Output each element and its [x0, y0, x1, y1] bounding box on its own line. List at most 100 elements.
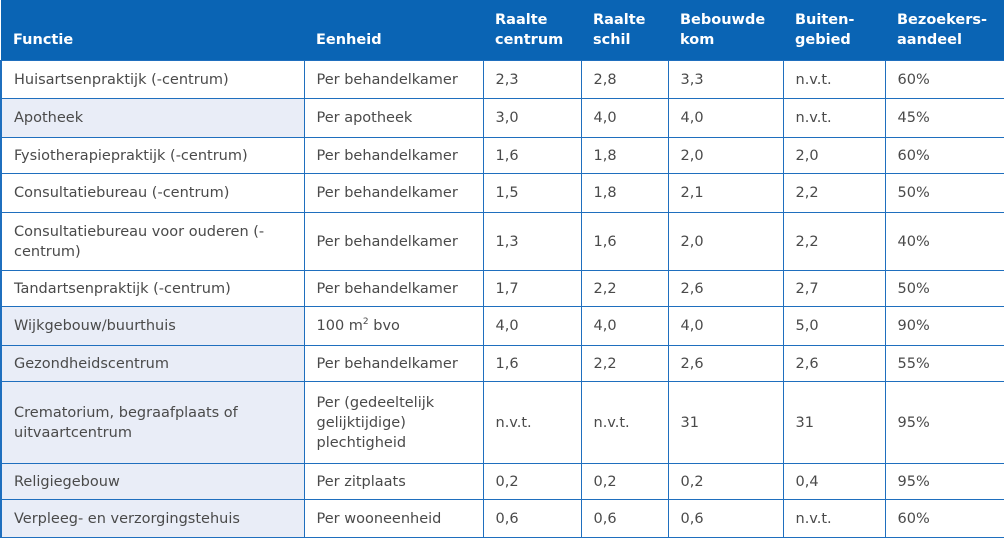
cell-raalte-schil: 1,8	[580, 137, 669, 174]
cell-raalte-schil: 4,0	[580, 98, 669, 138]
table-row: Religiegebouw Per zitplaats 0,2 0,2 0,2 0,4 95…	[0, 463, 1004, 500]
cell-raalte-schil: 1,6	[580, 212, 669, 271]
cell-raalte-schil: 2,8	[580, 60, 669, 99]
cell-eenheid: 100 m2 bvo	[303, 306, 484, 346]
table-row: Verpleeg- en verzorgingstehuis Per woonee…	[0, 499, 1004, 538]
cell-raalte-schil: 0,6	[580, 499, 669, 538]
cell-bebouwde-kom: 4,0	[667, 306, 784, 346]
cell-buitengebied: 31	[782, 381, 886, 464]
header-text: Raalte	[593, 12, 646, 28]
cell-buitengebied: 2,7	[782, 270, 886, 307]
cell-functie: Apotheek	[0, 98, 305, 138]
table-header-row: Functie Eenheid Raalte centrum Raalte schil Be…	[1, 0, 1004, 61]
cell-raalte-centrum: n.v.t.	[482, 381, 582, 464]
cell-raalte-centrum: 1,3	[482, 212, 582, 271]
header-functie: Functie	[1, 0, 304, 61]
cell-bebouwde-kom: 4,0	[667, 98, 784, 138]
header-bezoekersaandeel: Bezoekers-aandeel	[885, 0, 1004, 61]
header-text: Functie	[13, 32, 74, 48]
header-text: Bezoekers-	[897, 12, 988, 28]
cell-raalte-centrum: 1,6	[482, 137, 582, 174]
header-buitengebied: Buiten-gebied	[783, 0, 885, 61]
cell-bezoekersaandeel: 50%	[884, 173, 1004, 213]
cell-bezoekersaandeel: 95%	[884, 463, 1004, 500]
cell-bebouwde-kom: 0,2	[667, 463, 784, 500]
cell-bebouwde-kom: 2,0	[667, 137, 784, 174]
cell-raalte-schil: 2,2	[580, 270, 669, 307]
cell-buitengebied: n.v.t.	[782, 98, 886, 138]
cell-eenheid: Per apotheek	[303, 98, 484, 138]
cell-raalte-schil: 4,0	[580, 306, 669, 346]
cell-buitengebied: 2,6	[782, 345, 886, 382]
cell-bebouwde-kom: 3,3	[667, 60, 784, 99]
cell-bebouwde-kom: 2,0	[667, 212, 784, 271]
cell-eenheid: Per behandelkamer	[303, 270, 484, 307]
cell-bebouwde-kom: 2,6	[667, 270, 784, 307]
cell-bezoekersaandeel: 95%	[884, 381, 1004, 464]
cell-raalte-centrum: 4,0	[482, 306, 582, 346]
cell-bezoekersaandeel: 60%	[884, 137, 1004, 174]
header-bebouwde-kom: Bebouwde kom	[668, 0, 783, 61]
cell-eenheid: Per wooneenheid	[303, 499, 484, 538]
cell-bezoekersaandeel: 60%	[884, 499, 1004, 538]
cell-raalte-centrum: 1,6	[482, 345, 582, 382]
header-eenheid: Eenheid	[304, 0, 483, 61]
cell-functie: Crematorium, begraafplaats of uitvaartce…	[0, 381, 305, 464]
table-row: Wijkgebouw/buurthuis 100 m2 bvo 4,0 4,0 4,0 5…	[0, 306, 1004, 346]
cell-raalte-schil: 2,2	[580, 345, 669, 382]
cell-buitengebied: n.v.t.	[782, 60, 886, 99]
cell-bezoekersaandeel: 60%	[884, 60, 1004, 99]
cell-functie: Wijkgebouw/buurthuis	[0, 306, 305, 346]
cell-buitengebied: n.v.t.	[782, 499, 886, 538]
cell-bebouwde-kom: 2,1	[667, 173, 784, 213]
cell-bebouwde-kom: 2,6	[667, 345, 784, 382]
header-raalte-centrum: Raalte centrum	[483, 0, 581, 61]
header-text: centrum	[495, 32, 564, 48]
header-text: gebied	[795, 32, 851, 48]
cell-raalte-schil: n.v.t.	[580, 381, 669, 464]
table-row: Tandartsenpraktijk (-centrum) Per behande…	[0, 270, 1004, 307]
header-text: Eenheid	[316, 32, 382, 48]
header-text: Bebouwde	[680, 12, 766, 28]
cell-buitengebied: 2,2	[782, 212, 886, 271]
table-row: Fysiotherapiepraktijk (-centrum) Per beha…	[0, 137, 1004, 174]
header-text: Raalte	[495, 12, 548, 28]
cell-raalte-schil: 0,2	[580, 463, 669, 500]
cell-functie: Consultatiebureau (-centrum)	[0, 173, 305, 213]
cell-raalte-schil: 1,8	[580, 173, 669, 213]
cell-raalte-centrum: 3,0	[482, 98, 582, 138]
table-row: Crematorium, begraafplaats of uitvaartce…	[0, 381, 1004, 464]
cell-eenheid: Per behandelkamer	[303, 60, 484, 99]
cell-functie: Verpleeg- en verzorgingstehuis	[0, 499, 305, 538]
cell-buitengebied: 2,0	[782, 137, 886, 174]
table-row: Consultatiebureau (-centrum) Per behandel…	[0, 173, 1004, 213]
cell-eenheid: Per (gedeeltelijk gelijktijdige) plechti…	[303, 381, 484, 464]
table-row: Consultatiebureau voor ouderen (-centrum…	[0, 212, 1004, 271]
cell-bezoekersaandeel: 50%	[884, 270, 1004, 307]
table-row: Huisartsenpraktijk (-centrum) Per behande…	[0, 60, 1004, 99]
cell-bezoekersaandeel: 55%	[884, 345, 1004, 382]
cell-buitengebied: 5,0	[782, 306, 886, 346]
cell-raalte-centrum: 1,5	[482, 173, 582, 213]
cell-bezoekersaandeel: 45%	[884, 98, 1004, 138]
cell-functie: Tandartsenpraktijk (-centrum)	[0, 270, 305, 307]
cell-buitengebied: 2,2	[782, 173, 886, 213]
cell-functie: Gezondheidscentrum	[0, 345, 305, 382]
cell-functie: Fysiotherapiepraktijk (-centrum)	[0, 137, 305, 174]
header-raalte-schil: Raalte schil	[581, 0, 668, 61]
cell-functie: Huisartsenpraktijk (-centrum)	[0, 60, 305, 99]
table-row: Apotheek Per apotheek 3,0 4,0 4,0 n.v.t. 45%	[0, 98, 1004, 138]
cell-functie: Consultatiebureau voor ouderen (-centrum…	[0, 212, 305, 271]
cell-bebouwde-kom: 31	[667, 381, 784, 464]
cell-raalte-centrum: 1,7	[482, 270, 582, 307]
cell-eenheid: Per behandelkamer	[303, 212, 484, 271]
cell-bezoekersaandeel: 90%	[884, 306, 1004, 346]
table-row: Gezondheidscentrum Per behandelkamer 1,6 2,…	[0, 345, 1004, 382]
cell-functie: Religiegebouw	[0, 463, 305, 500]
header-text: Buiten-	[795, 12, 855, 28]
header-text: schil	[593, 32, 631, 48]
cell-bebouwde-kom: 0,6	[667, 499, 784, 538]
cell-raalte-centrum: 0,6	[482, 499, 582, 538]
cell-raalte-centrum: 2,3	[482, 60, 582, 99]
